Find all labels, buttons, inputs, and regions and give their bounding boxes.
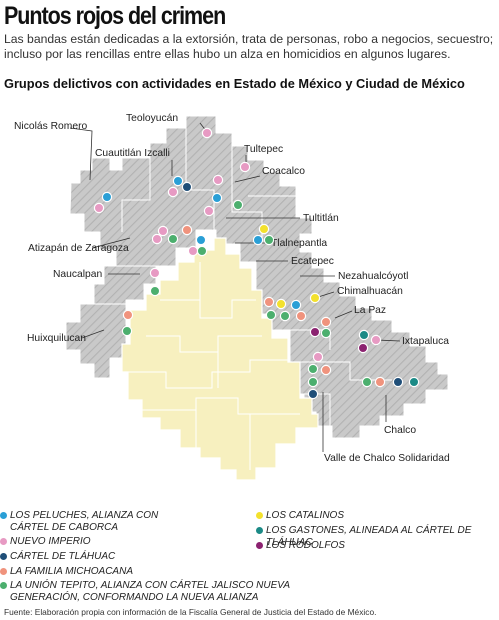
legend-item-los-peluches: LOS PELUCHES, ALIANZA CON CÁRTEL DE CABO… [0, 510, 190, 533]
legend-swatch [256, 527, 263, 534]
label-tultitlan: Tultitlán [303, 213, 339, 224]
marker-nuevo-imperio [203, 205, 215, 217]
marker-la-familia-michoacana [320, 316, 332, 328]
marker-la-union-tepito [265, 309, 277, 321]
marker-los-rodolfos [357, 342, 369, 354]
marker-los-catalinos [258, 223, 270, 235]
legend-label: LOS RODOLFOS [266, 540, 345, 551]
marker-nuevo-imperio [149, 267, 161, 279]
legend-swatch [0, 553, 7, 560]
legend-label: LA UNIÓN TEPITO, ALIANZA CON CÁRTEL JALI… [10, 580, 290, 603]
marker-los-peluches [252, 234, 264, 246]
marker-los-peluches [101, 191, 113, 203]
marker-la-union-tepito [121, 325, 133, 337]
legend-swatch [0, 512, 7, 519]
marker-los-peluches [211, 192, 223, 204]
legend-label: LOS PELUCHES, ALIANZA CON CÁRTEL DE CABO… [10, 510, 159, 533]
label-valle-de-chalco: Valle de Chalco Solidaridad [324, 453, 450, 464]
label-tlalnepantla: Tlalnepantla [271, 238, 327, 249]
marker-cartel-de-tlahuac [181, 181, 193, 193]
marker-los-catalinos [275, 298, 287, 310]
marker-la-familia-michoacana [263, 296, 275, 308]
marker-los-peluches [195, 234, 207, 246]
legend-item-cartel-de-tlahuac: CÁRTEL DE TLÁHUAC [0, 551, 190, 563]
label-tultepec: Tultepec [244, 144, 283, 155]
place-labels: Teoloyucán Nicolás Romero Cuautitlán Izc… [14, 113, 450, 464]
marker-los-gastones [358, 329, 370, 341]
legend-label: CÁRTEL DE TLÁHUAC [10, 551, 116, 562]
marker-la-familia-michoacana [122, 309, 134, 321]
legend-label: LOS CATALINOS [266, 510, 344, 521]
marker-la-familia-michoacana [320, 364, 332, 376]
marker-la-union-tepito [167, 233, 179, 245]
label-atizapan: Atizapán de Zaragoza [28, 243, 129, 254]
legend-label: LOS GASTONES, ALINEADA AL CÁRTEL DE TLÁH… [266, 525, 472, 548]
legend-item-la-familia-michoacana: LA FAMILIA MICHOACANA [0, 566, 190, 578]
marker-nuevo-imperio [312, 351, 324, 363]
marker-los-catalinos [309, 292, 321, 304]
legend-label: LA FAMILIA MICHOACANA [10, 566, 133, 577]
marker-los-peluches [172, 175, 184, 187]
marker-nuevo-imperio [93, 202, 105, 214]
marker-nuevo-imperio [167, 186, 179, 198]
marker-los-peluches [290, 299, 302, 311]
marker-los-rodolfos [309, 326, 321, 338]
marker-la-union-tepito [279, 310, 291, 322]
marker-la-familia-michoacana [295, 310, 307, 322]
label-coacalco: Coacalco [262, 166, 305, 177]
marker-nuevo-imperio [187, 245, 199, 257]
marker-la-union-tepito [307, 376, 319, 388]
marker-los-gastones [408, 376, 420, 388]
legend-item-nuevo-imperio: NUEVO IMPERIO [0, 536, 190, 548]
label-teoloyucan: Teoloyucán [126, 113, 178, 124]
marker-nuevo-imperio [157, 225, 169, 237]
legend-swatch [256, 542, 263, 549]
estado-de-mexico-region [65, 115, 449, 439]
marker-cartel-de-tlahuac [392, 376, 404, 388]
marker-la-union-tepito [320, 327, 332, 339]
legend-item-los-gastones: LOS GASTONES, ALINEADA AL CÁRTEL DE TLÁH… [256, 525, 498, 548]
legend-item-los-catalinos: LOS CATALINOS [256, 510, 496, 522]
legend-swatch [0, 538, 7, 545]
marker-la-union-tepito [307, 363, 319, 375]
legend-label: NUEVO IMPERIO [10, 536, 91, 547]
label-ecatepec: Ecatepec [291, 256, 334, 267]
label-naucalpan: Naucalpan [53, 269, 103, 280]
label-chalco: Chalco [384, 425, 416, 436]
legend-item-la-union-tepito: LA UNIÓN TEPITO, ALIANZA CON CÁRTEL JALI… [0, 580, 340, 603]
gang-markers [93, 127, 420, 400]
label-cuautitlan-izcalli: Cuautitlán Izcalli [95, 148, 170, 159]
marker-nuevo-imperio [201, 127, 213, 139]
marker-nuevo-imperio [370, 334, 382, 346]
label-chimalhuacan: Chimalhuacán [337, 286, 403, 297]
marker-nuevo-imperio [151, 233, 163, 245]
marker-la-union-tepito [149, 285, 161, 297]
legend-swatch [0, 582, 7, 589]
marker-la-familia-michoacana [181, 224, 193, 236]
label-ixtapaluca: Ixtapaluca [402, 336, 449, 347]
legend-swatch [256, 512, 263, 519]
marker-la-union-tepito [361, 376, 373, 388]
marker-nuevo-imperio [212, 174, 224, 186]
marker-la-union-tepito [232, 199, 244, 211]
map-subtitle: Grupos delictivos con actividades en Est… [4, 76, 465, 91]
label-la-paz: La Paz [354, 305, 386, 316]
page-title: Puntos rojos del crimen [4, 2, 226, 30]
borough-borders [128, 262, 300, 470]
marker-nuevo-imperio [239, 161, 251, 173]
legend-item-los-rodolfos: LOS RODOLFOS [256, 540, 496, 552]
legend-swatch [0, 568, 7, 575]
marker-cartel-de-tlahuac [307, 388, 319, 400]
label-nezahualcoyotl: Nezahualcóyotl [338, 271, 408, 282]
marker-la-familia-michoacana [374, 376, 386, 388]
source-note: Fuente: Elaboración propia con informaci… [4, 607, 377, 617]
label-huixquilucan: Huixquilucan [27, 333, 86, 344]
label-nicolas-romero: Nicolás Romero [14, 121, 88, 132]
marker-la-union-tepito [196, 245, 208, 257]
marker-la-union-tepito [263, 234, 275, 246]
intro-text: Las bandas están dedicadas a la extorsió… [4, 32, 494, 61]
